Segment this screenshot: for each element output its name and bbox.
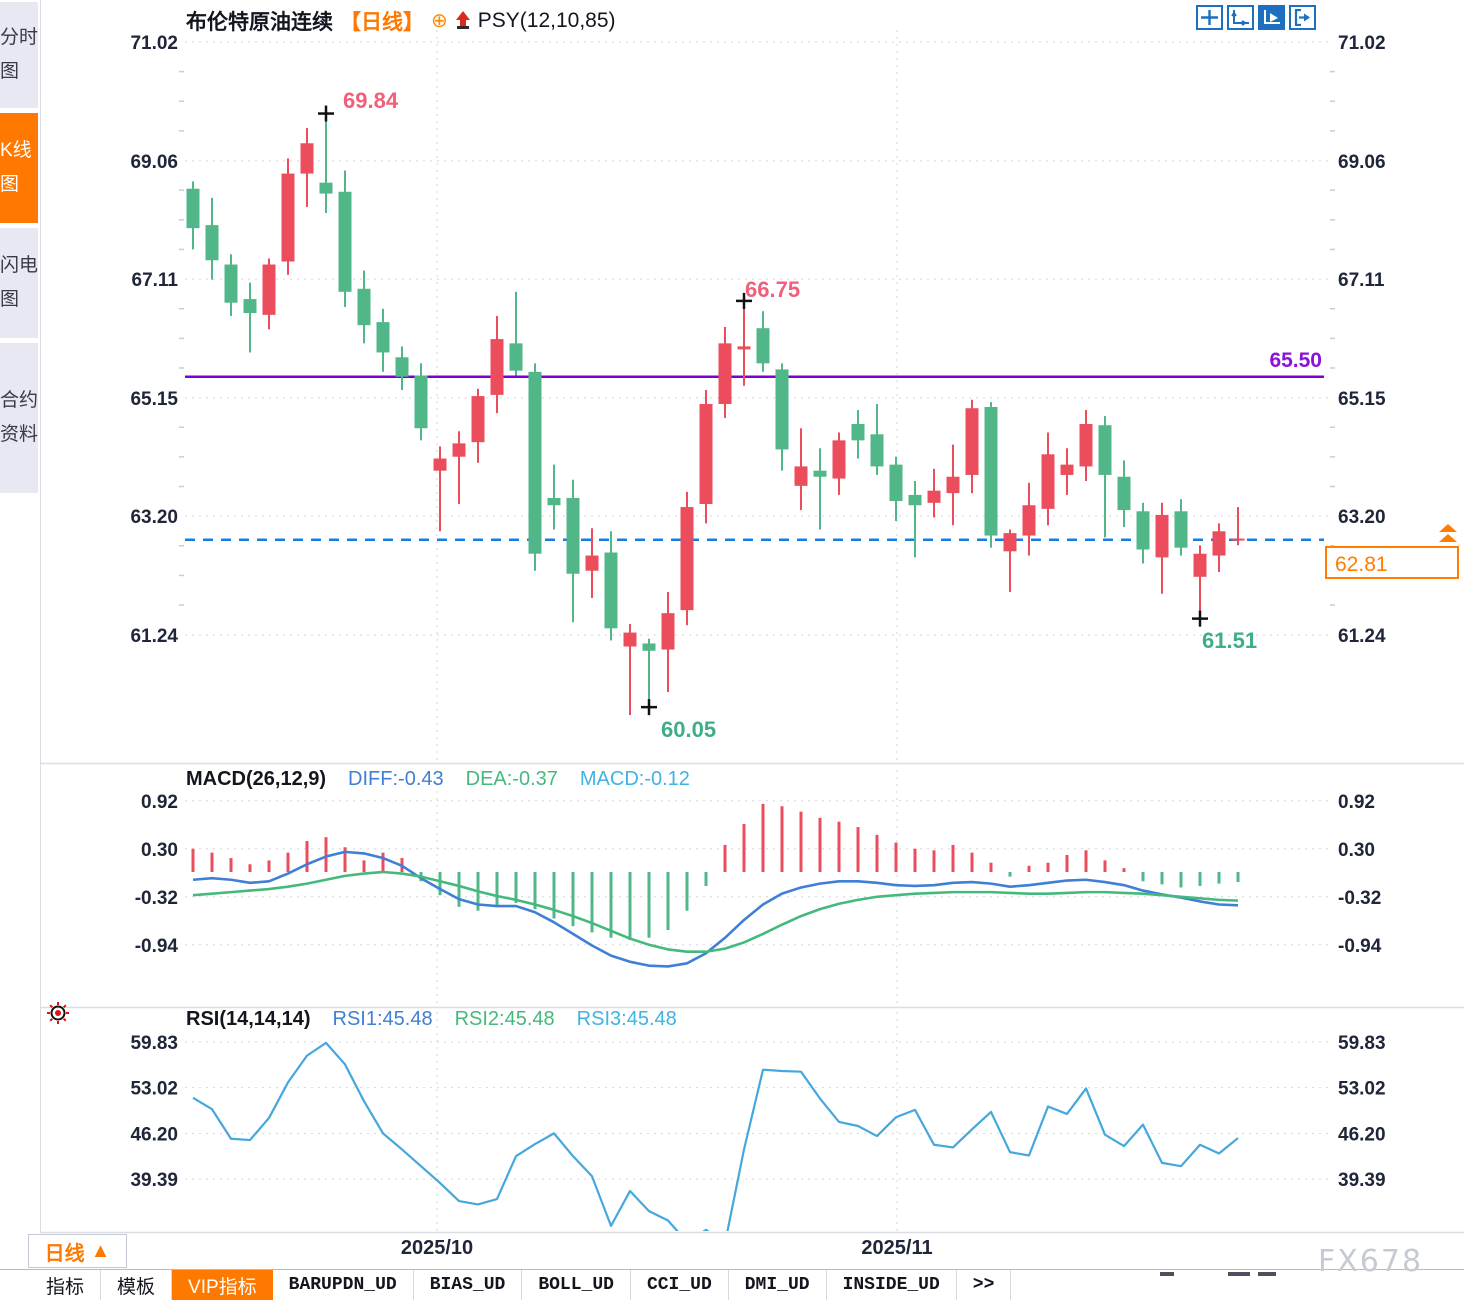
horizontal-line-label: 65.50 [1269, 349, 1322, 372]
clipped-text-remnant [1160, 1272, 1174, 1276]
svg-text:0.92: 0.92 [1338, 792, 1375, 813]
macd-title: MACD(26,12,9) [186, 768, 327, 790]
chart-toolbar [1196, 5, 1316, 30]
svg-text:53.02: 53.02 [1338, 1079, 1386, 1100]
svg-text:46.20: 46.20 [130, 1124, 178, 1145]
svg-text:59.83: 59.83 [130, 1033, 178, 1054]
period-label: 日线 [44, 1242, 85, 1265]
rsi2-value: RSI2:45.48 [454, 1008, 555, 1030]
svg-text:63.20: 63.20 [130, 507, 178, 528]
rsi-title: RSI(14,14,14) [186, 1008, 311, 1030]
svg-text:67.11: 67.11 [132, 270, 179, 291]
marked-high-label: 69.84 [343, 88, 399, 113]
svg-text:-0.32: -0.32 [1338, 888, 1381, 909]
exit-right-icon[interactable] [1289, 5, 1316, 30]
sidebar-item-label: K线图 [0, 140, 32, 195]
svg-text:0.30: 0.30 [141, 840, 178, 861]
chart-header: 布伦特原油连续 【日线】 ⊕ PSY(12,10,85) [186, 6, 616, 36]
svg-text:0.92: 0.92 [141, 792, 178, 813]
sidebar-item-time-chart[interactable]: 分时图 [0, 2, 38, 108]
price-up-arrows-icon [1439, 524, 1457, 542]
watermark: FX678 [1318, 1244, 1424, 1279]
period-arrow-icon: ▲ [90, 1239, 111, 1262]
svg-text:69.06: 69.06 [1338, 152, 1386, 173]
x-axis-label: 2025/10 [400, 1237, 474, 1259]
macd-dea-value: DEA:-0.37 [465, 768, 558, 790]
sidebar-item-contract-info[interactable]: 合约资料 [0, 343, 38, 493]
tab-inside-ud[interactable]: INSIDE_UD [827, 1270, 957, 1300]
clipped-text-remnant [1258, 1272, 1276, 1276]
tab-vip-indicators[interactable]: VIP指标 [172, 1270, 273, 1300]
svg-text:71.02: 71.02 [1338, 33, 1386, 54]
tab-more[interactable]: >> [957, 1270, 1012, 1300]
sidebar-item-kline-chart[interactable]: K线图 [0, 113, 38, 223]
svg-text:63.20: 63.20 [1338, 507, 1386, 528]
current-price-tag: 62.81 [1325, 546, 1459, 579]
svg-text:-0.94: -0.94 [1338, 936, 1382, 957]
svg-text:0.30: 0.30 [1338, 840, 1375, 861]
svg-text:61.24: 61.24 [130, 626, 178, 647]
rsi-legend: RSI(14,14,14) RSI1:45.48 RSI2:45.48 RSI3… [186, 1008, 677, 1031]
tab-barupdn-ud[interactable]: BARUPDN_UD [273, 1270, 414, 1300]
auto-scale-icon[interactable] [1258, 5, 1285, 30]
tab-indicators[interactable]: 指标 [30, 1270, 102, 1300]
period-tag[interactable]: 【日线】 [340, 11, 424, 34]
tab-cci-ud[interactable]: CCI_UD [631, 1270, 729, 1300]
svg-text:39.39: 39.39 [130, 1170, 178, 1191]
marked-high2-label: 66.75 [745, 277, 801, 302]
pan-crosshair-icon[interactable] [1196, 5, 1223, 30]
instrument-title: 布伦特原油连续 [186, 11, 333, 34]
macd-hist-value: MACD:-0.12 [579, 768, 690, 790]
x-axis-label: 2025/11 [861, 1237, 933, 1259]
add-indicator-icon[interactable]: ⊕ [431, 10, 448, 32]
svg-text:67.11: 67.11 [1338, 270, 1385, 291]
svg-text:65.15: 65.15 [1338, 389, 1386, 410]
clipped-text-remnant [1228, 1272, 1250, 1276]
rsi3-value: RSI3:45.48 [576, 1008, 677, 1030]
psy-up-arrow-icon [455, 11, 470, 29]
macd-legend: MACD(26,12,9) DIFF:-0.43 DEA:-0.37 MACD:… [186, 768, 690, 791]
rsi1-value: RSI1:45.48 [332, 1008, 433, 1030]
svg-text:71.02: 71.02 [130, 33, 178, 54]
svg-text:53.02: 53.02 [130, 1079, 178, 1100]
sidebar-item-label: 合约资料 [0, 390, 39, 445]
svg-text:65.15: 65.15 [130, 389, 178, 410]
sidebar-item-label: 分时图 [0, 27, 39, 82]
tab-templates[interactable]: 模板 [101, 1270, 173, 1300]
svg-text:-0.32: -0.32 [135, 888, 178, 909]
sidebar: 分时图 K线图 闪电图 合约资料 [0, 0, 41, 1232]
indicator-label: PSY(12,10,85) [477, 9, 616, 32]
alert-sun-icon[interactable] [46, 1001, 70, 1025]
period-selector[interactable]: 日线 ▲ [28, 1234, 127, 1268]
svg-text:59.83: 59.83 [1338, 1033, 1386, 1054]
tab-bias-ud[interactable]: BIAS_UD [414, 1270, 523, 1300]
sidebar-item-lightning-chart[interactable]: 闪电图 [0, 228, 38, 338]
tab-boll-ud[interactable]: BOLL_UD [522, 1270, 631, 1300]
svg-text:46.20: 46.20 [1338, 1124, 1386, 1145]
svg-text:69.06: 69.06 [130, 152, 178, 173]
macd-diff-value: DIFF:-0.43 [348, 768, 444, 790]
marked-low2-label: 61.51 [1202, 628, 1258, 653]
marked-low-label: 60.05 [661, 717, 717, 742]
svg-text:61.24: 61.24 [1338, 626, 1386, 647]
fit-both-axes-icon[interactable] [1227, 5, 1254, 30]
tab-dmi-ud[interactable]: DMI_UD [729, 1270, 827, 1300]
svg-text:39.39: 39.39 [1338, 1170, 1386, 1191]
svg-text:-0.94: -0.94 [135, 936, 179, 957]
sidebar-item-label: 闪电图 [0, 255, 39, 310]
indicator-tabbar: 指标 模板 VIP指标 BARUPDN_UD BIAS_UD BOLL_UD C… [0, 1269, 1464, 1300]
